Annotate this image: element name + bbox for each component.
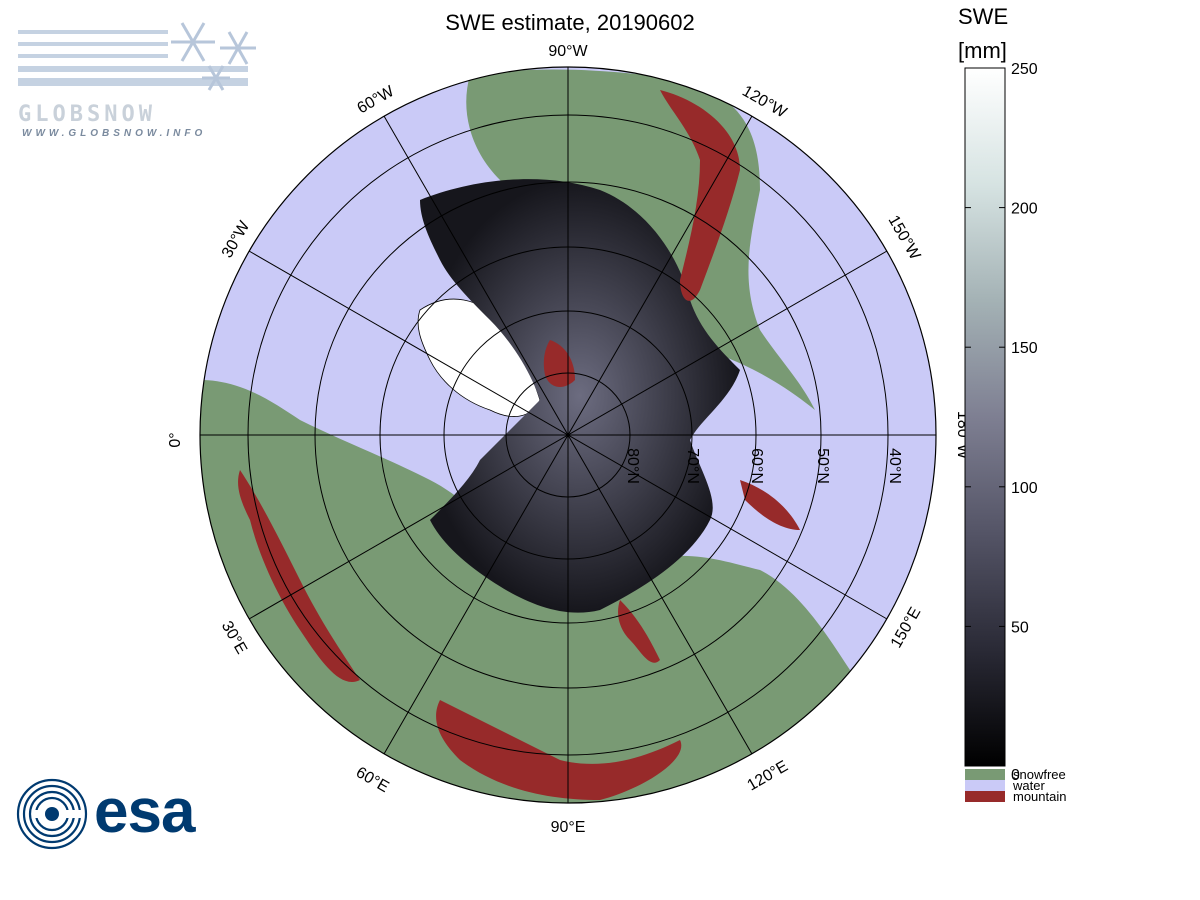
- esa-emblem-icon: [16, 778, 88, 850]
- legend-swatch-snowfree: [965, 769, 1005, 780]
- lon-label-90w: 90°W: [548, 43, 588, 60]
- land-eurasia: [200, 380, 850, 803]
- snowflake-icon: [18, 22, 256, 91]
- colorbar-unit: [mm]: [958, 38, 1007, 63]
- lon-label-0: 0°: [167, 432, 184, 447]
- legend-swatch-water: [965, 780, 1005, 791]
- colorbar-tick-label: 150: [1011, 340, 1038, 357]
- colorbar-tick-label: 250: [1011, 61, 1038, 78]
- lon-label-30e: 30°E: [218, 618, 250, 657]
- lat-label-80: 80°N: [624, 448, 641, 484]
- esa-logo: esa: [14, 776, 224, 856]
- colorbar-gradient: [964, 67, 1006, 767]
- globsnow-url: WWW.GLOBSNOW.INFO: [22, 128, 207, 139]
- snow-cover-arctic: [420, 179, 740, 613]
- lon-label-60e: 60°E: [353, 764, 392, 796]
- lat-label-70: 70°N: [684, 448, 701, 484]
- lat-label-40: 40°N: [886, 448, 903, 484]
- legend-label-snowfree: snowfree: [1013, 767, 1066, 782]
- colorbar-ticks: 250 200 150 100 50 0: [965, 61, 1038, 784]
- lat-label-50: 50°N: [814, 448, 831, 484]
- esa-wordmark: esa: [94, 777, 195, 846]
- globsnow-wordmark: GLOBSNOW: [18, 102, 156, 127]
- map-title: SWE estimate, 20190602: [445, 10, 695, 35]
- lon-label-120e: 120°E: [745, 758, 791, 795]
- globsnow-logo: GLOBSNOW WWW.GLOBSNOW.INFO: [18, 12, 258, 142]
- colorbar-tick-label: 200: [1011, 201, 1038, 218]
- colorbar-tick-label: 100: [1011, 480, 1038, 497]
- lon-label-150w: 150°W: [884, 213, 923, 264]
- latitude-labels: 80°N 70°N 60°N 50°N 40°N: [624, 448, 903, 484]
- legend-label-mountain: mountain: [1013, 789, 1066, 804]
- graticule: [199, 66, 937, 804]
- legend-label-water: water: [1012, 778, 1045, 793]
- lon-label-150e: 150°E: [888, 605, 925, 651]
- colorbar-tick-label: 0: [1011, 767, 1020, 784]
- colorbar-title: SWE: [958, 4, 1009, 29]
- legend-swatch-mountain: [965, 791, 1005, 802]
- lon-label-90e: 90°E: [551, 819, 586, 836]
- colorbar-tick-label: 50: [1011, 619, 1029, 636]
- lat-label-60: 60°N: [748, 448, 765, 484]
